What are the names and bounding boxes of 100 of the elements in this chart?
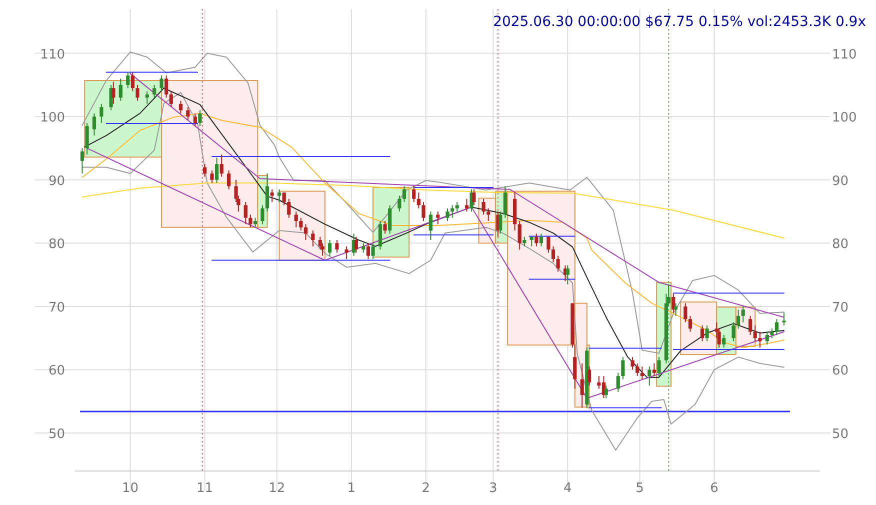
candlestick — [260, 204, 264, 225]
candlestick — [265, 173, 270, 212]
y-tick-label: 60 — [48, 364, 65, 379]
y-tick-label: 100 — [40, 110, 65, 126]
x-tick-label: 1 — [347, 481, 356, 496]
y-tick-label: 110 — [40, 47, 65, 62]
y2-tick-label: 110 — [832, 47, 857, 62]
candlestick — [294, 211, 298, 228]
candlestick — [311, 230, 315, 247]
candlestick — [446, 208, 450, 222]
candlestick — [378, 220, 382, 250]
candlestick — [436, 211, 440, 225]
candlestick — [674, 302, 678, 316]
candlestick — [556, 255, 560, 272]
y2-tick-label: 50 — [832, 427, 849, 442]
candlestick — [640, 366, 644, 380]
candlestick — [428, 211, 432, 240]
candlestick — [145, 90, 149, 104]
candlestick — [227, 170, 231, 190]
candlestick — [416, 192, 420, 209]
candlestick — [193, 112, 197, 127]
candlestick — [202, 164, 207, 178]
candlestick — [164, 74, 168, 98]
y-tick-label: 50 — [48, 427, 65, 442]
candlestick — [100, 103, 104, 124]
candlestick — [220, 154, 224, 178]
candlestick — [214, 157, 219, 184]
candlestick — [573, 344, 577, 390]
candlestick — [464, 198, 469, 212]
candlestick — [244, 202, 248, 225]
candlestick — [80, 148, 84, 174]
candlestick — [186, 106, 190, 120]
candlestick — [498, 211, 502, 234]
candlestick — [630, 356, 634, 370]
candlestick — [546, 236, 550, 254]
candlestick — [282, 192, 286, 206]
candlestick — [388, 204, 392, 234]
candlestick — [652, 362, 656, 377]
x-tick-label: 3 — [489, 481, 498, 496]
line-series — [82, 182, 784, 239]
y2-tick-label: 80 — [832, 237, 849, 252]
line-series — [130, 73, 784, 318]
line-series — [82, 92, 784, 451]
candlestick — [126, 72, 130, 89]
candlestick — [503, 186, 507, 218]
candlestick — [551, 246, 556, 263]
candlestick — [178, 100, 183, 114]
candlestick — [210, 170, 214, 184]
candlestick — [705, 324, 709, 342]
candlestick — [118, 78, 122, 102]
candlestick — [92, 112, 96, 136]
x-tick-label: 10 — [122, 481, 139, 496]
y-tick-label: 90 — [48, 174, 65, 189]
candlestick — [566, 264, 570, 285]
candlestick — [287, 198, 291, 218]
candlestick — [253, 217, 258, 228]
candlestick — [684, 302, 688, 323]
candlestick — [299, 217, 303, 232]
candlestick — [130, 72, 134, 92]
candlestick — [335, 240, 339, 254]
x-tick-label: 6 — [710, 481, 718, 496]
candlestick — [344, 246, 348, 260]
y-tick-label: 70 — [48, 300, 65, 316]
candlestick — [112, 81, 116, 104]
x-tick-label: 12 — [268, 481, 286, 496]
chart-title: 2025.06.30 00:00:00 $67.75 0.15% vol:2453.3K 0.9x — [493, 14, 866, 30]
candlestick — [402, 186, 406, 203]
candlestick — [412, 186, 416, 203]
candlestick — [136, 84, 140, 102]
candlestick — [765, 331, 769, 345]
candlestick — [700, 324, 704, 342]
candlestick — [270, 188, 274, 203]
candlestick — [354, 236, 358, 254]
candlestick — [782, 312, 786, 326]
candlestick — [748, 315, 752, 336]
candlestick — [450, 204, 454, 218]
candlestick — [672, 293, 676, 314]
candlestick — [486, 208, 490, 222]
candlestick — [736, 309, 740, 330]
line-series — [82, 52, 784, 354]
candlestick — [636, 362, 640, 377]
candlestick — [304, 224, 308, 240]
candlestick — [539, 233, 544, 247]
candlestick — [604, 385, 608, 399]
candlestick — [534, 233, 538, 247]
candlestick — [616, 372, 620, 392]
candlestick — [770, 328, 774, 339]
candlestick — [587, 366, 592, 386]
candlestick — [160, 74, 164, 92]
candlestick — [422, 202, 426, 222]
y2-tick-label: 90 — [832, 174, 849, 189]
candlestick — [648, 366, 652, 386]
candlestick — [383, 220, 387, 234]
candlestick — [753, 324, 757, 342]
x-tick-label: 4 — [564, 481, 572, 496]
candlestick — [366, 242, 370, 260]
candlestick — [621, 356, 625, 380]
candlestick — [398, 195, 402, 212]
y2-tick-label: 70 — [832, 300, 849, 316]
candlestick — [518, 220, 522, 250]
